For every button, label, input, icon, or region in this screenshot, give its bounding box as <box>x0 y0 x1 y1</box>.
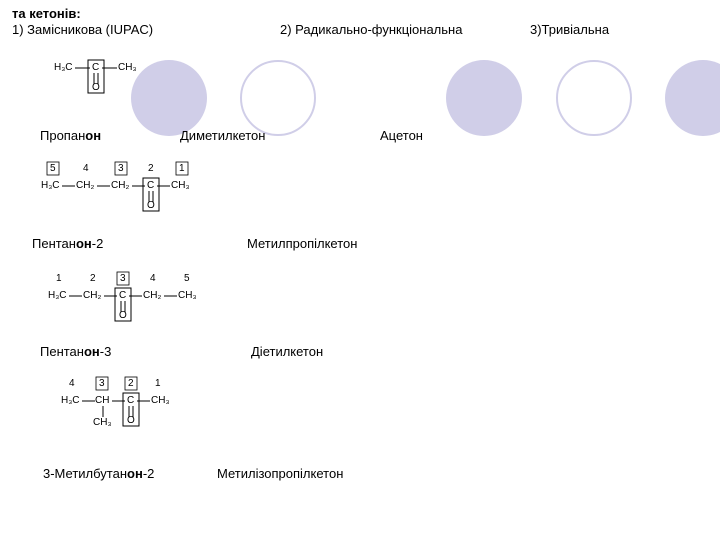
row3-name1-b: он <box>84 344 100 359</box>
bg-circle-4 <box>556 60 632 136</box>
mb-o: O <box>127 415 135 426</box>
row4-name1-post: -2 <box>143 466 155 481</box>
mb-c: C <box>127 395 134 406</box>
mb-ch: CH <box>95 395 109 406</box>
p3-ch3: CH₃ <box>178 290 197 301</box>
p3-num2: 2 <box>90 273 96 284</box>
struct-mibk: 4 3 2 1 H₃C CH C O CH₃ CH₃ <box>55 375 235 445</box>
struct-mibk-svg <box>55 375 235 445</box>
bg-circle-5 <box>665 60 720 136</box>
struct-pentan2one-svg <box>35 160 235 215</box>
struct-pentan3one: 1 2 3 4 5 H₃C CH₂ C CH₂ CH₃ O <box>42 270 242 325</box>
p3-o: O <box>119 310 127 321</box>
p3-ch2a: CH₂ <box>83 290 101 301</box>
header-line1: та кетонів: <box>12 6 81 21</box>
row4-name1: 3-Метилбутанон-2 <box>43 466 154 481</box>
header-col2: 2) Радикально-функціональна <box>280 22 462 37</box>
row2-name1-post: -2 <box>92 236 104 251</box>
p2-h3c: H₃C <box>41 180 60 191</box>
p2-num5: 5 <box>50 163 56 174</box>
row3-name1: Пентанон-3 <box>40 344 111 359</box>
row1-name1-b: он <box>85 128 101 143</box>
p3-ch2b: CH₂ <box>143 290 161 301</box>
p2-num3: 3 <box>118 163 124 174</box>
mb-ch3a: CH₃ <box>151 395 170 406</box>
row4-name2: Метилізопропілкетон <box>217 466 343 481</box>
p3-num3: 3 <box>120 273 126 284</box>
p2-c: C <box>147 180 154 191</box>
row1-name1: Пропанон <box>40 128 101 143</box>
mb-num4: 4 <box>69 378 75 389</box>
p3-h3c: H₃C <box>48 290 67 301</box>
p3-num1: 1 <box>56 273 62 284</box>
struct-acetone: H₃C C O CH₃ <box>50 56 170 96</box>
mb-ch3b: CH₃ <box>93 417 112 428</box>
p2-num4: 4 <box>83 163 89 174</box>
row1-name3: Ацетон <box>380 128 423 143</box>
row3-name2: Діетилкетон <box>251 344 323 359</box>
bg-circle-2 <box>240 60 316 136</box>
p2-ch2b: CH₂ <box>111 180 129 191</box>
row1-name2: Диметилкетон <box>180 128 265 143</box>
acetone-ch3: CH₃ <box>118 62 137 73</box>
row2-name1-pre: Пентан <box>32 236 76 251</box>
mb-h3c: H₃C <box>61 395 80 406</box>
p3-num5: 5 <box>184 273 190 284</box>
row4-name1-b: он <box>127 466 143 481</box>
bg-circle-3 <box>446 60 522 136</box>
row4-name1-pre: 3-Метилбутан <box>43 466 127 481</box>
row2-name2: Метилпропілкетон <box>247 236 357 251</box>
header-col3: 3)Тривіальна <box>530 22 609 37</box>
p2-ch3: CH₃ <box>171 180 190 191</box>
p2-num1: 1 <box>179 163 185 174</box>
p2-num2: 2 <box>148 163 154 174</box>
p2-o: O <box>147 200 155 211</box>
acetone-h3c: H₃C <box>54 62 73 73</box>
struct-pentan2one: 5 4 3 2 1 H₃C CH₂ CH₂ C CH₃ O <box>35 160 235 215</box>
row3-name1-pre: Пентан <box>40 344 84 359</box>
row1-name1-pre: Пропан <box>40 128 85 143</box>
header-col1: 1) Замісникова (IUPAC) <box>12 22 153 37</box>
p3-c: C <box>119 290 126 301</box>
acetone-c: C <box>92 62 99 73</box>
mb-num3: 3 <box>99 378 105 389</box>
p3-num4: 4 <box>150 273 156 284</box>
row2-name1-b: он <box>76 236 92 251</box>
mb-num2: 2 <box>128 378 134 389</box>
row3-name1-post: -3 <box>100 344 112 359</box>
struct-pentan3one-svg <box>42 270 242 325</box>
p2-ch2a: CH₂ <box>76 180 94 191</box>
acetone-o: O <box>92 82 100 93</box>
row2-name1: Пентанон-2 <box>32 236 103 251</box>
mb-num1: 1 <box>155 378 161 389</box>
